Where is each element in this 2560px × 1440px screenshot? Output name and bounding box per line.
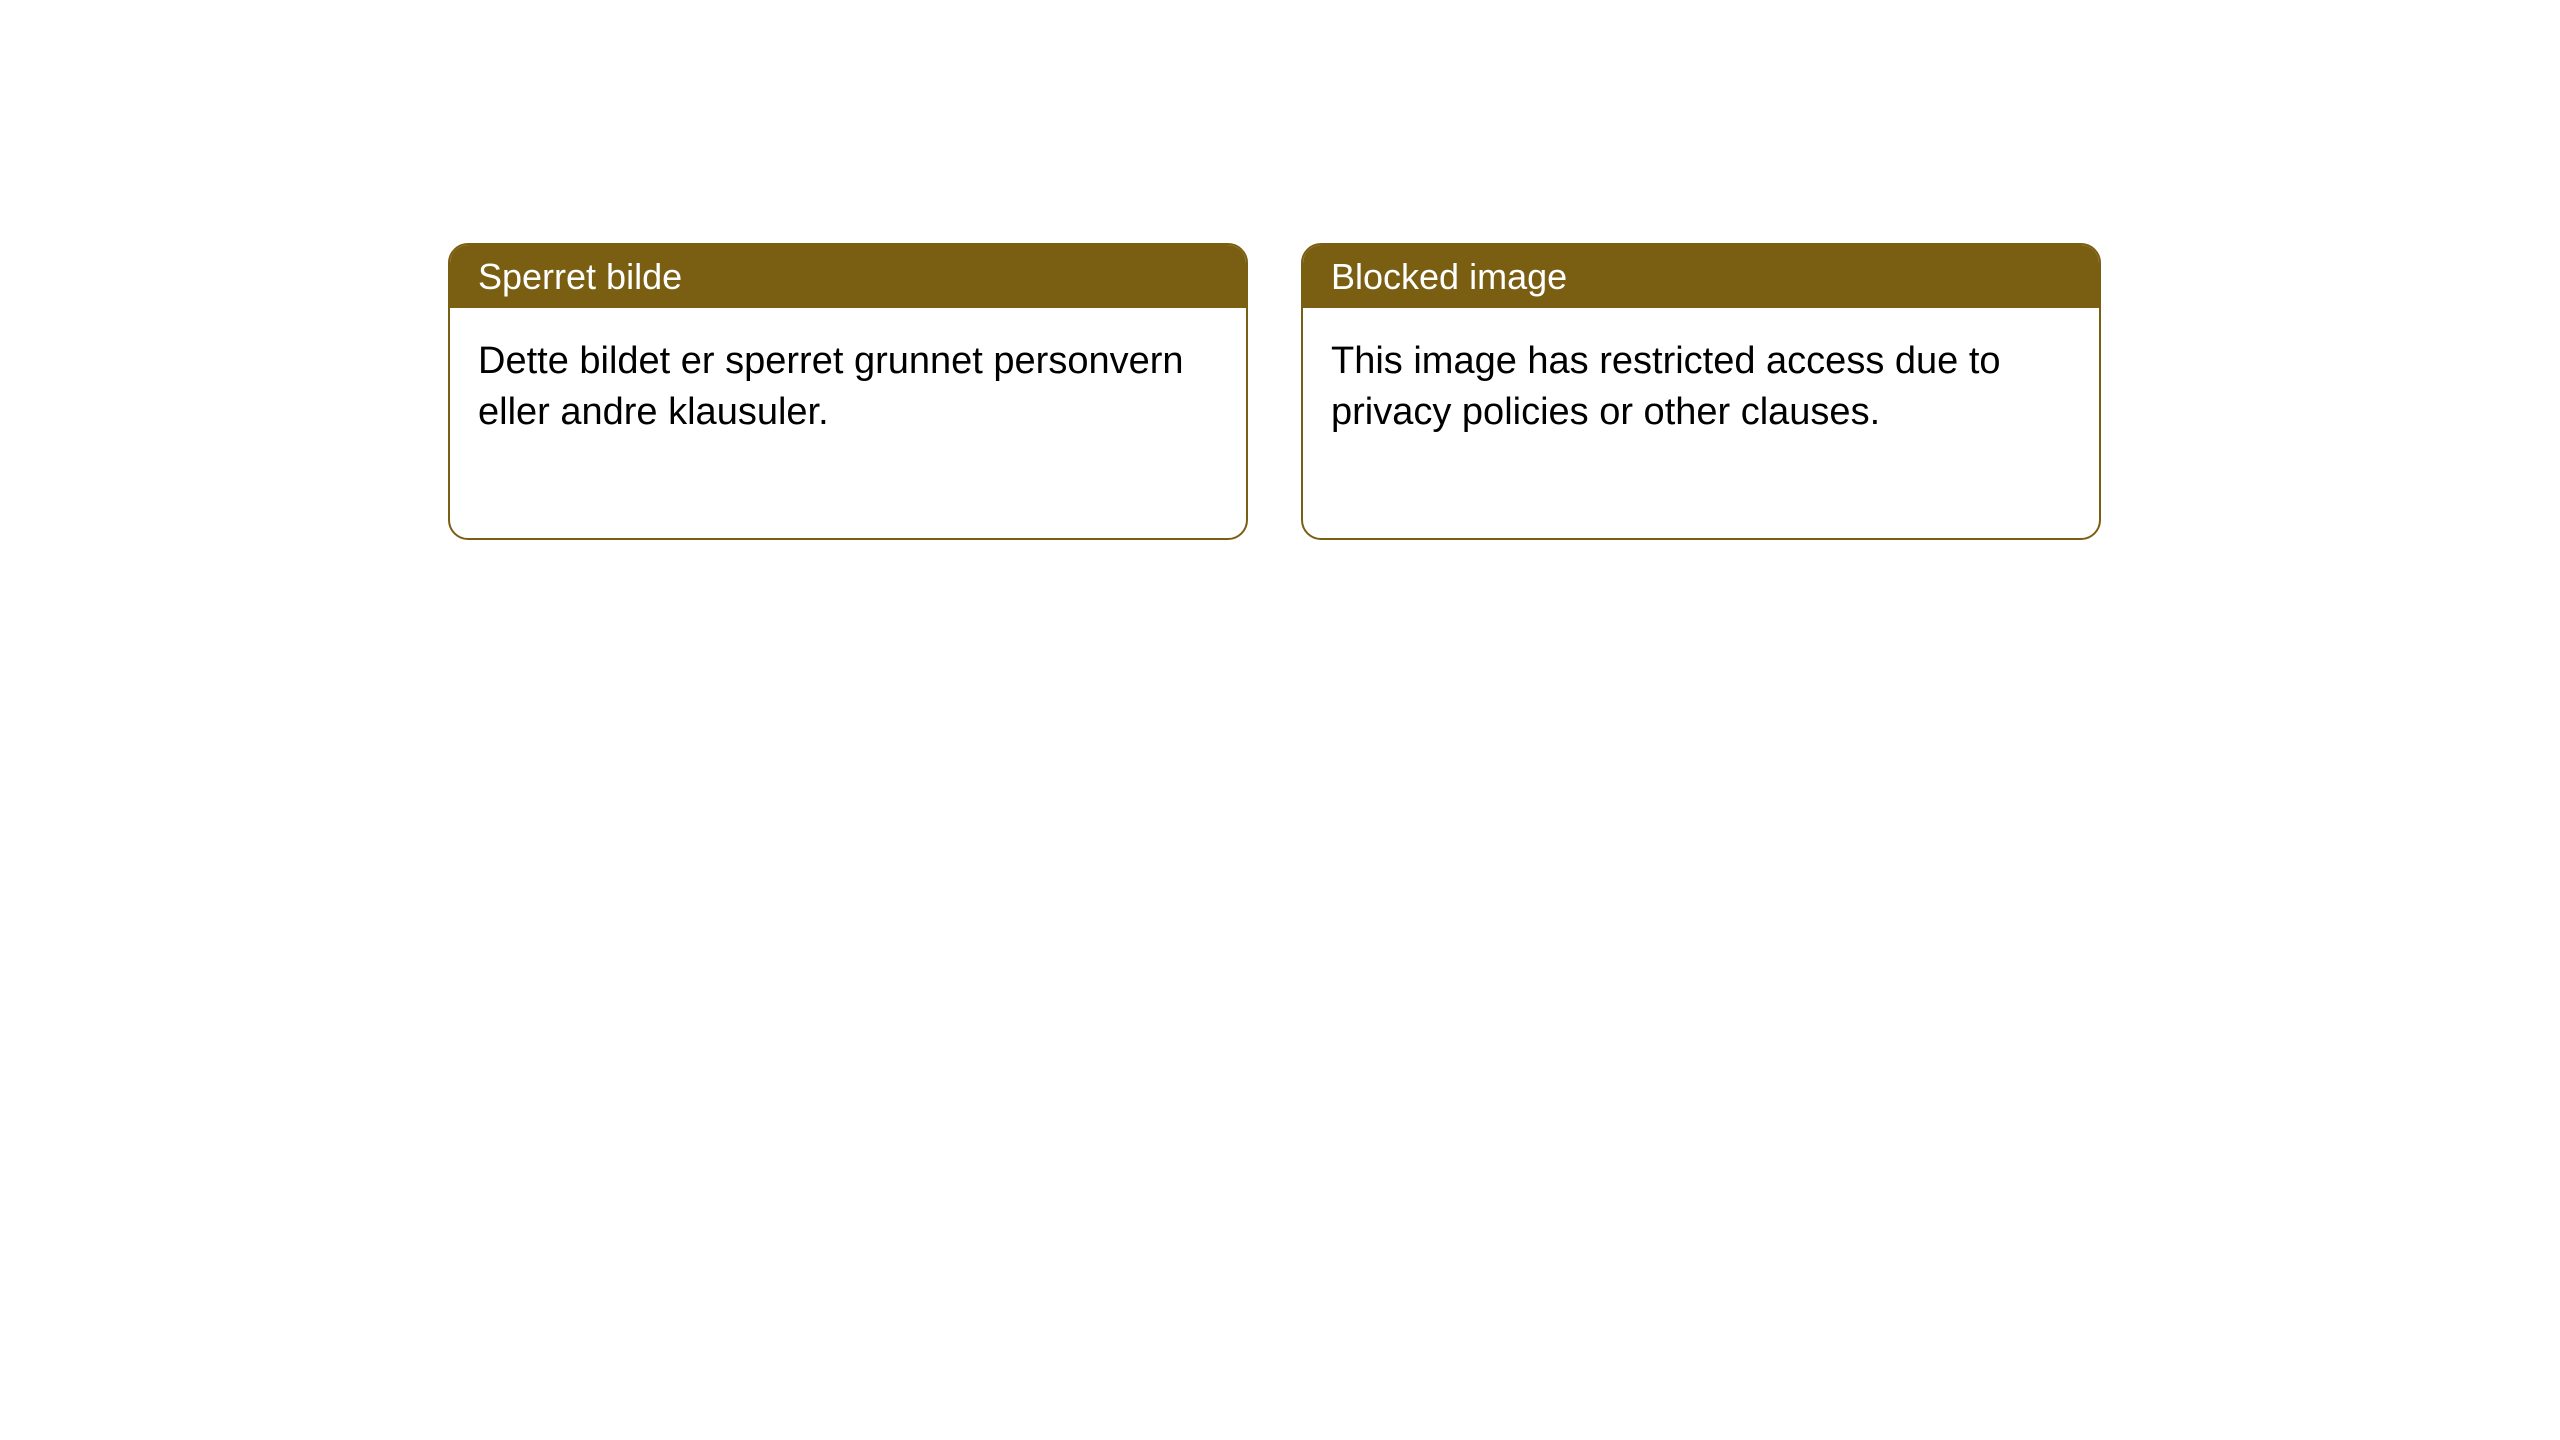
card-body-en: This image has restricted access due to … xyxy=(1303,308,2099,538)
blocked-image-card-no: Sperret bilde Dette bildet er sperret gr… xyxy=(448,243,1248,540)
card-body-no: Dette bildet er sperret grunnet personve… xyxy=(450,308,1246,538)
card-header-en: Blocked image xyxy=(1303,245,2099,308)
notice-container: Sperret bilde Dette bildet er sperret gr… xyxy=(448,243,2101,540)
blocked-image-card-en: Blocked image This image has restricted … xyxy=(1301,243,2101,540)
card-header-no: Sperret bilde xyxy=(450,245,1246,308)
